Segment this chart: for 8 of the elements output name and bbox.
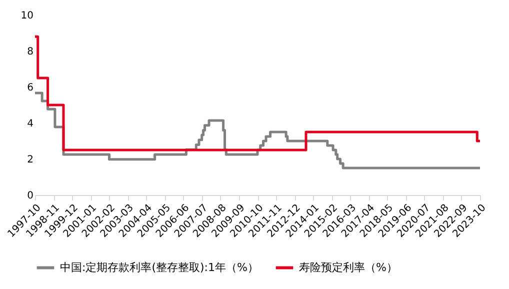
y-tick-label: 8: [27, 46, 34, 58]
y-tick-label: 6: [27, 82, 34, 94]
y-tick-label: 2: [27, 154, 34, 166]
y-tick-label: 0: [27, 190, 34, 202]
y-tick-label: 4: [27, 118, 34, 130]
legend-label: 中国:定期存款利率(整存整取):1年（%）: [60, 260, 258, 274]
legend-label: 寿险预定利率（%）: [299, 260, 398, 274]
y-tick-label: 10: [20, 10, 34, 22]
